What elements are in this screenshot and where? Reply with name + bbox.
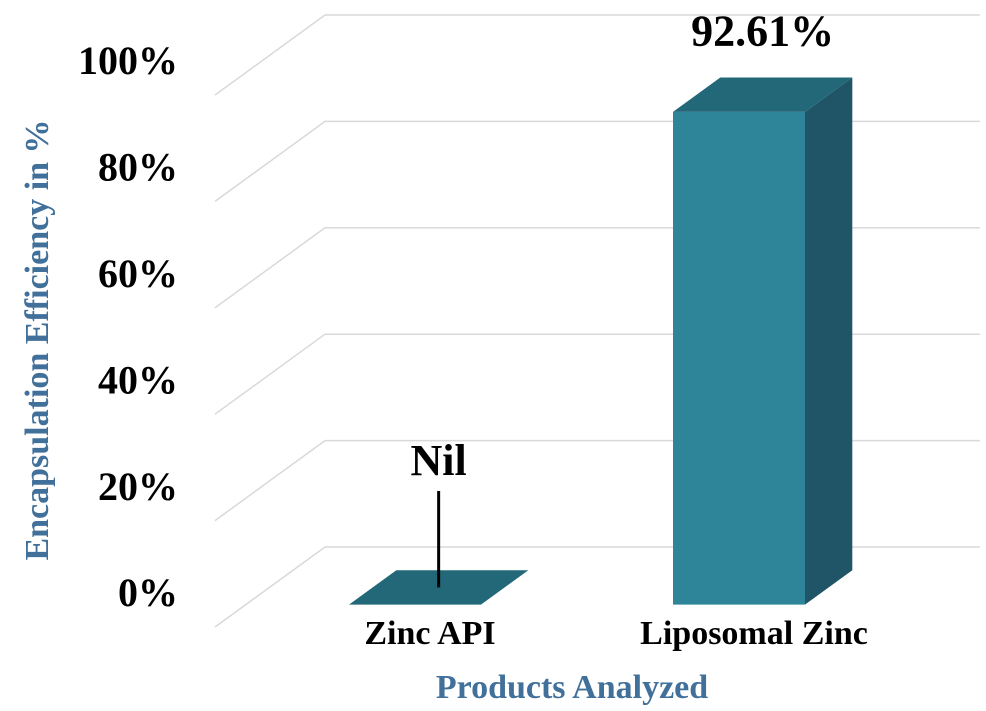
y-tick-label: 40% xyxy=(98,357,178,402)
bar-front xyxy=(673,111,805,605)
grid-line xyxy=(214,14,980,96)
x-tick-label: Liposomal Zinc xyxy=(640,615,868,652)
value-label: Nil xyxy=(411,436,467,485)
x-axis-title: Products Analyzed xyxy=(436,669,708,706)
y-tick-label: 0% xyxy=(118,570,178,615)
bar-top xyxy=(673,77,853,112)
y-axis-title: Encapsulation Efficiency in % xyxy=(19,119,56,560)
grid-line xyxy=(214,120,980,203)
bar-side xyxy=(805,77,853,605)
y-tick-label: 80% xyxy=(98,145,178,190)
y-tick-label: 100% xyxy=(78,38,178,83)
y-tick-label: 60% xyxy=(98,251,178,296)
y-tick-label: 20% xyxy=(98,464,178,509)
value-label: 92.61% xyxy=(691,7,834,56)
grid-line xyxy=(214,227,980,309)
x-tick-label: Zinc API xyxy=(364,615,495,652)
grid-line xyxy=(214,333,980,415)
grid-line xyxy=(214,439,980,522)
